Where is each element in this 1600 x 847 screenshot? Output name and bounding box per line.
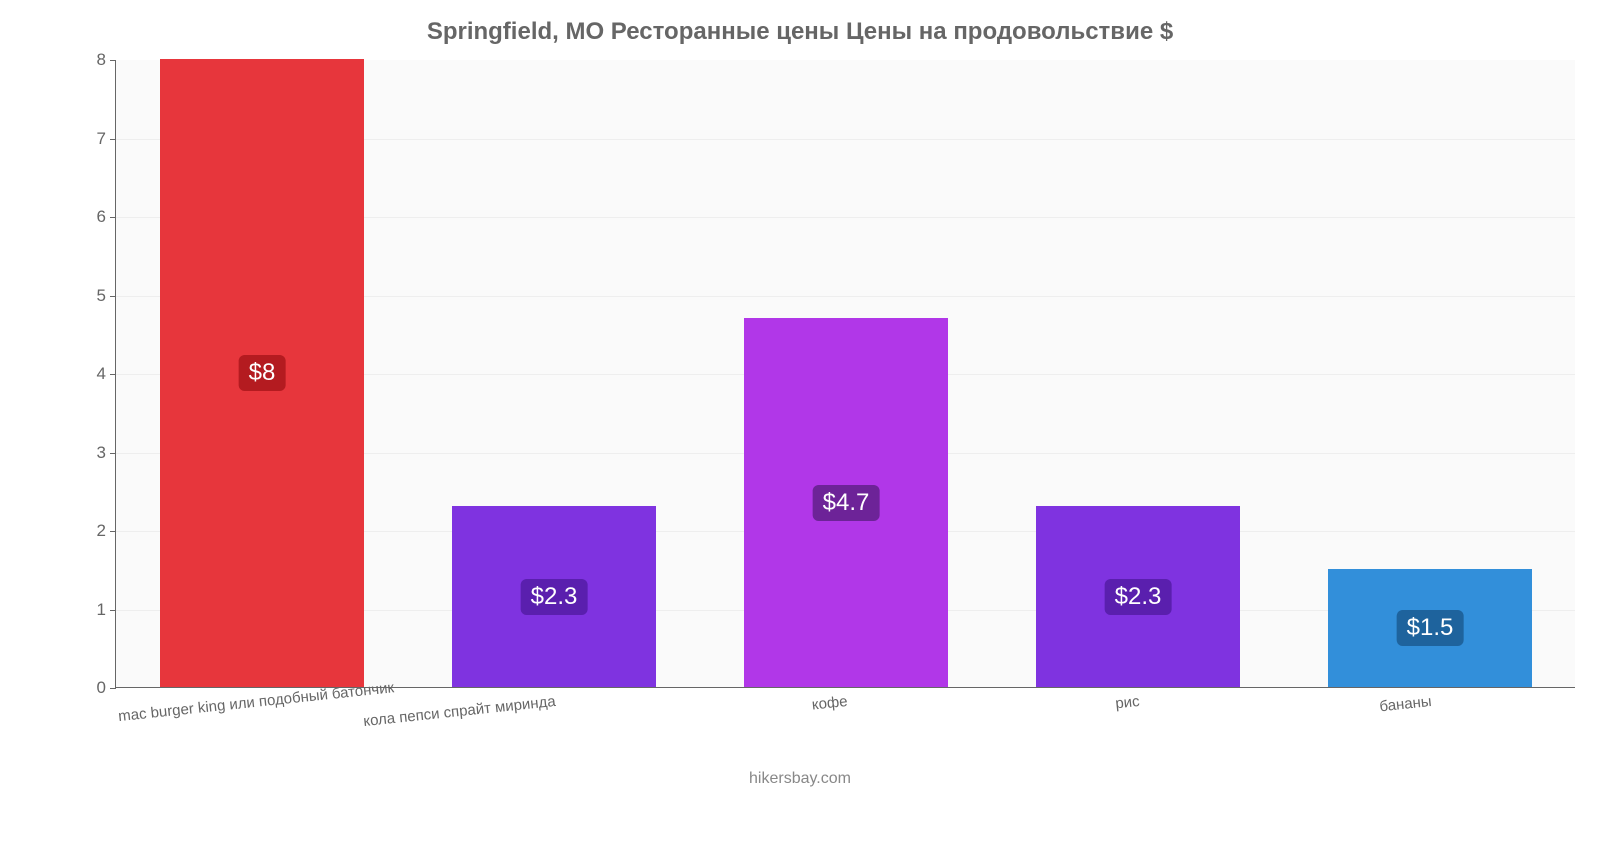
bar: $4.7 [744, 318, 948, 687]
y-tick-label: 0 [97, 678, 116, 698]
price-bar-chart: Springfield, MO Ресторанные цены Цены на… [0, 0, 1600, 800]
bar-value-label: $1.5 [1397, 610, 1464, 646]
y-tick-label: 3 [97, 443, 116, 463]
y-tick-label: 1 [97, 600, 116, 620]
bar-value-label: $4.7 [813, 485, 880, 521]
y-tick-label: 7 [97, 129, 116, 149]
bar-value-label: $8 [239, 355, 286, 391]
y-tick-label: 2 [97, 521, 116, 541]
bar: $2.3 [452, 506, 656, 687]
chart-credit: hikersbay.com [749, 770, 851, 788]
plot-area: 012345678$8mac burger king или подобный … [115, 60, 1575, 688]
bar-value-label: $2.3 [521, 579, 588, 615]
bar: $2.3 [1036, 506, 1240, 687]
chart-title: Springfield, MO Ресторанные цены Цены на… [0, 0, 1600, 56]
bar-value-label: $2.3 [1105, 579, 1172, 615]
bar: $1.5 [1328, 569, 1532, 687]
bar: $8 [160, 59, 364, 687]
y-tick-label: 5 [97, 286, 116, 306]
y-tick-label: 8 [97, 50, 116, 70]
y-tick-label: 4 [97, 364, 116, 384]
y-tick-label: 6 [97, 207, 116, 227]
